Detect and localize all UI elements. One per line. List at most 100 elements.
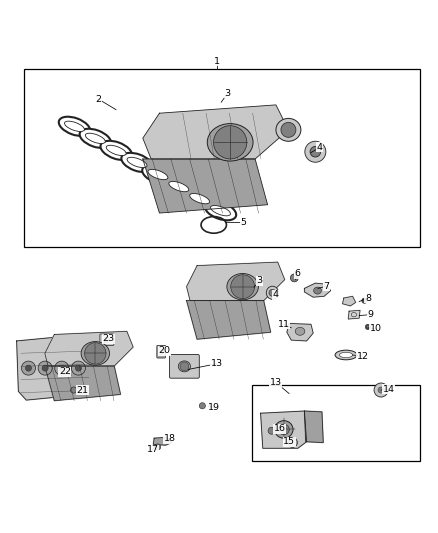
Ellipse shape — [178, 361, 191, 372]
Circle shape — [75, 365, 81, 371]
Ellipse shape — [190, 193, 210, 204]
Polygon shape — [261, 411, 307, 448]
Circle shape — [155, 444, 161, 450]
Ellipse shape — [81, 342, 110, 365]
Circle shape — [59, 365, 65, 371]
Ellipse shape — [279, 424, 290, 435]
Ellipse shape — [314, 287, 321, 294]
Ellipse shape — [142, 165, 173, 184]
Polygon shape — [45, 366, 120, 401]
Circle shape — [42, 365, 48, 371]
Ellipse shape — [205, 201, 236, 220]
Polygon shape — [143, 159, 268, 213]
Circle shape — [288, 438, 297, 447]
Circle shape — [104, 336, 110, 343]
Text: 16: 16 — [273, 424, 286, 433]
Polygon shape — [343, 296, 356, 306]
Ellipse shape — [100, 141, 132, 160]
Circle shape — [55, 361, 69, 375]
Polygon shape — [45, 332, 133, 366]
Text: 17: 17 — [146, 445, 159, 454]
Circle shape — [290, 274, 298, 282]
Text: 13: 13 — [211, 359, 223, 368]
Text: 21: 21 — [76, 385, 88, 394]
Circle shape — [310, 147, 321, 157]
Circle shape — [25, 365, 32, 371]
Text: 18: 18 — [164, 434, 176, 443]
Text: 5: 5 — [240, 218, 247, 227]
Text: 13: 13 — [270, 378, 282, 387]
Ellipse shape — [184, 189, 215, 208]
Text: 4: 4 — [273, 290, 279, 300]
Ellipse shape — [169, 181, 189, 192]
Text: 8: 8 — [365, 294, 371, 303]
Circle shape — [38, 361, 52, 375]
Circle shape — [374, 383, 388, 397]
Ellipse shape — [266, 286, 279, 300]
Circle shape — [378, 387, 384, 393]
Ellipse shape — [335, 350, 357, 360]
Polygon shape — [304, 411, 323, 442]
Polygon shape — [304, 283, 331, 297]
Text: 3: 3 — [225, 88, 231, 98]
Ellipse shape — [80, 129, 111, 148]
Text: 9: 9 — [367, 310, 373, 319]
Ellipse shape — [59, 117, 90, 136]
Ellipse shape — [276, 118, 301, 141]
Circle shape — [71, 387, 77, 393]
Ellipse shape — [121, 153, 153, 172]
Ellipse shape — [163, 177, 194, 196]
Text: 19: 19 — [208, 403, 220, 412]
Bar — [24, 69, 420, 247]
Ellipse shape — [127, 157, 147, 168]
Polygon shape — [187, 262, 285, 301]
Circle shape — [367, 326, 369, 328]
Text: 11: 11 — [278, 320, 290, 329]
Circle shape — [305, 141, 326, 162]
FancyBboxPatch shape — [157, 345, 166, 358]
Polygon shape — [153, 437, 172, 445]
Text: 12: 12 — [357, 352, 369, 361]
Ellipse shape — [106, 146, 126, 156]
Circle shape — [199, 403, 205, 409]
Circle shape — [71, 361, 85, 375]
Text: 15: 15 — [283, 437, 295, 446]
Text: 14: 14 — [383, 385, 395, 394]
Polygon shape — [287, 324, 313, 341]
Circle shape — [362, 298, 367, 303]
Polygon shape — [17, 334, 94, 400]
Ellipse shape — [85, 133, 105, 143]
Ellipse shape — [207, 124, 253, 161]
Text: 2: 2 — [95, 95, 102, 104]
Polygon shape — [187, 301, 271, 339]
Text: 3: 3 — [257, 277, 263, 286]
Text: 4: 4 — [317, 143, 323, 152]
Ellipse shape — [64, 121, 85, 132]
Bar — [252, 385, 420, 462]
Circle shape — [269, 289, 276, 296]
Text: 6: 6 — [295, 270, 301, 278]
Text: 7: 7 — [323, 282, 329, 290]
Ellipse shape — [295, 327, 305, 335]
Circle shape — [214, 126, 247, 159]
Text: 10: 10 — [370, 324, 382, 333]
Circle shape — [21, 361, 35, 375]
Circle shape — [365, 324, 371, 329]
Circle shape — [268, 427, 275, 434]
Text: 20: 20 — [158, 346, 170, 355]
FancyBboxPatch shape — [170, 354, 199, 378]
Ellipse shape — [211, 206, 230, 216]
Ellipse shape — [148, 169, 168, 180]
Text: 1: 1 — [214, 57, 220, 66]
Circle shape — [180, 362, 189, 371]
Polygon shape — [348, 310, 360, 319]
FancyBboxPatch shape — [100, 334, 114, 345]
Circle shape — [85, 343, 106, 364]
Circle shape — [231, 274, 254, 298]
Ellipse shape — [339, 352, 353, 358]
Polygon shape — [143, 105, 289, 159]
Ellipse shape — [275, 421, 293, 438]
Ellipse shape — [227, 273, 258, 300]
Text: 22: 22 — [59, 367, 71, 376]
Circle shape — [281, 123, 296, 138]
